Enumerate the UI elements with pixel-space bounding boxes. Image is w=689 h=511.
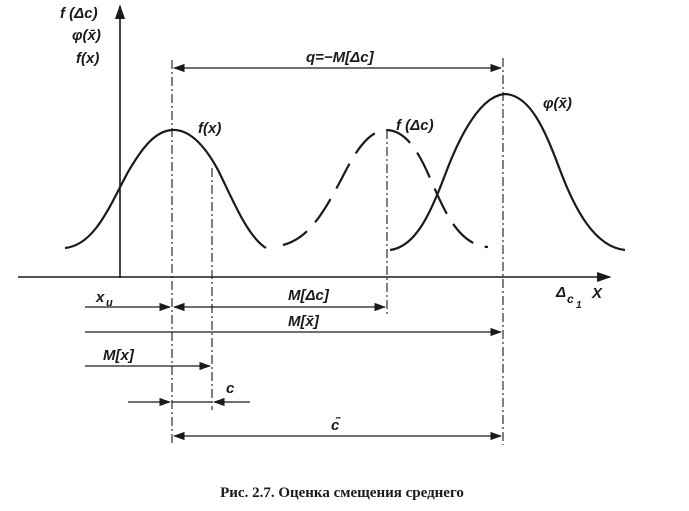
svg-text:Δ: Δ (555, 284, 566, 301)
curve-f-x (64, 128, 267, 250)
dimension-x-u-label: x u (95, 289, 113, 309)
curve-label-phi-xbar: φ(x̄) (543, 95, 572, 112)
dimension-m-delta-c-label: M[Δc] (288, 287, 330, 304)
dimension-m-x-label: M[x] (103, 347, 135, 364)
dimension-c-bar-label: c̄ (331, 416, 341, 434)
svg-text:1: 1 (576, 300, 582, 311)
figure-caption: Рис. 2.7. Оценка смещения среднего (220, 485, 464, 501)
svg-text:X: X (591, 285, 603, 302)
y-axis-label-phi-xbar: φ(x̄) (72, 27, 101, 44)
dimension-q-label: q=−M[Δc] (306, 49, 375, 66)
y-axis-label-f-delta-c: f (Δc) (60, 5, 98, 22)
x-axis-label: Δ c 1 X (555, 284, 603, 311)
curve-label-f-delta-c: f (Δc) (396, 117, 434, 134)
dimension-m-xbar-label: M[x̄] (288, 313, 320, 330)
curve-f-delta-c (282, 128, 489, 249)
svg-text:x: x (95, 289, 105, 306)
y-axis-label-f-x: f(x) (76, 50, 99, 67)
curve-label-f-x: f(x) (198, 120, 221, 137)
svg-text:u: u (106, 297, 113, 309)
dimension-c-label: c (226, 380, 235, 397)
curve-phi-xbar (389, 92, 626, 252)
svg-text:c: c (567, 292, 574, 306)
